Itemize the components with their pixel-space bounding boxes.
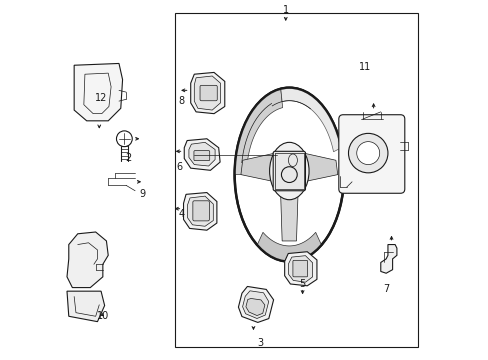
- Polygon shape: [187, 196, 213, 226]
- Polygon shape: [188, 142, 215, 166]
- Text: 5: 5: [298, 279, 305, 289]
- Circle shape: [348, 134, 387, 173]
- FancyBboxPatch shape: [192, 201, 209, 221]
- FancyBboxPatch shape: [273, 151, 305, 191]
- Text: 9: 9: [139, 189, 145, 199]
- Polygon shape: [288, 256, 312, 282]
- Polygon shape: [380, 244, 396, 273]
- Polygon shape: [74, 63, 122, 121]
- Polygon shape: [303, 153, 337, 182]
- Text: 3: 3: [257, 338, 263, 348]
- Polygon shape: [67, 291, 104, 321]
- Circle shape: [356, 141, 379, 165]
- FancyBboxPatch shape: [194, 150, 209, 161]
- Text: 12: 12: [95, 93, 107, 103]
- Polygon shape: [257, 232, 321, 262]
- FancyBboxPatch shape: [200, 85, 217, 101]
- FancyBboxPatch shape: [338, 115, 404, 193]
- Text: 10: 10: [97, 311, 109, 321]
- Text: 7: 7: [382, 284, 388, 294]
- Polygon shape: [280, 185, 298, 241]
- Polygon shape: [238, 287, 273, 323]
- Text: 1: 1: [282, 5, 288, 15]
- Text: 11: 11: [358, 62, 370, 72]
- Text: 4: 4: [178, 209, 184, 219]
- Polygon shape: [284, 252, 316, 286]
- Polygon shape: [194, 76, 220, 110]
- Polygon shape: [67, 232, 108, 288]
- Bar: [174, 13, 418, 347]
- Text: 8: 8: [178, 96, 183, 106]
- Polygon shape: [184, 139, 220, 170]
- Circle shape: [116, 131, 132, 147]
- Text: 2: 2: [124, 153, 131, 163]
- Text: 6: 6: [176, 162, 182, 172]
- Polygon shape: [280, 88, 341, 152]
- Polygon shape: [190, 72, 224, 114]
- Polygon shape: [245, 298, 264, 316]
- Ellipse shape: [269, 142, 308, 200]
- Polygon shape: [241, 153, 274, 182]
- Polygon shape: [183, 193, 217, 230]
- FancyBboxPatch shape: [292, 260, 307, 277]
- Polygon shape: [242, 291, 268, 319]
- Polygon shape: [234, 89, 282, 175]
